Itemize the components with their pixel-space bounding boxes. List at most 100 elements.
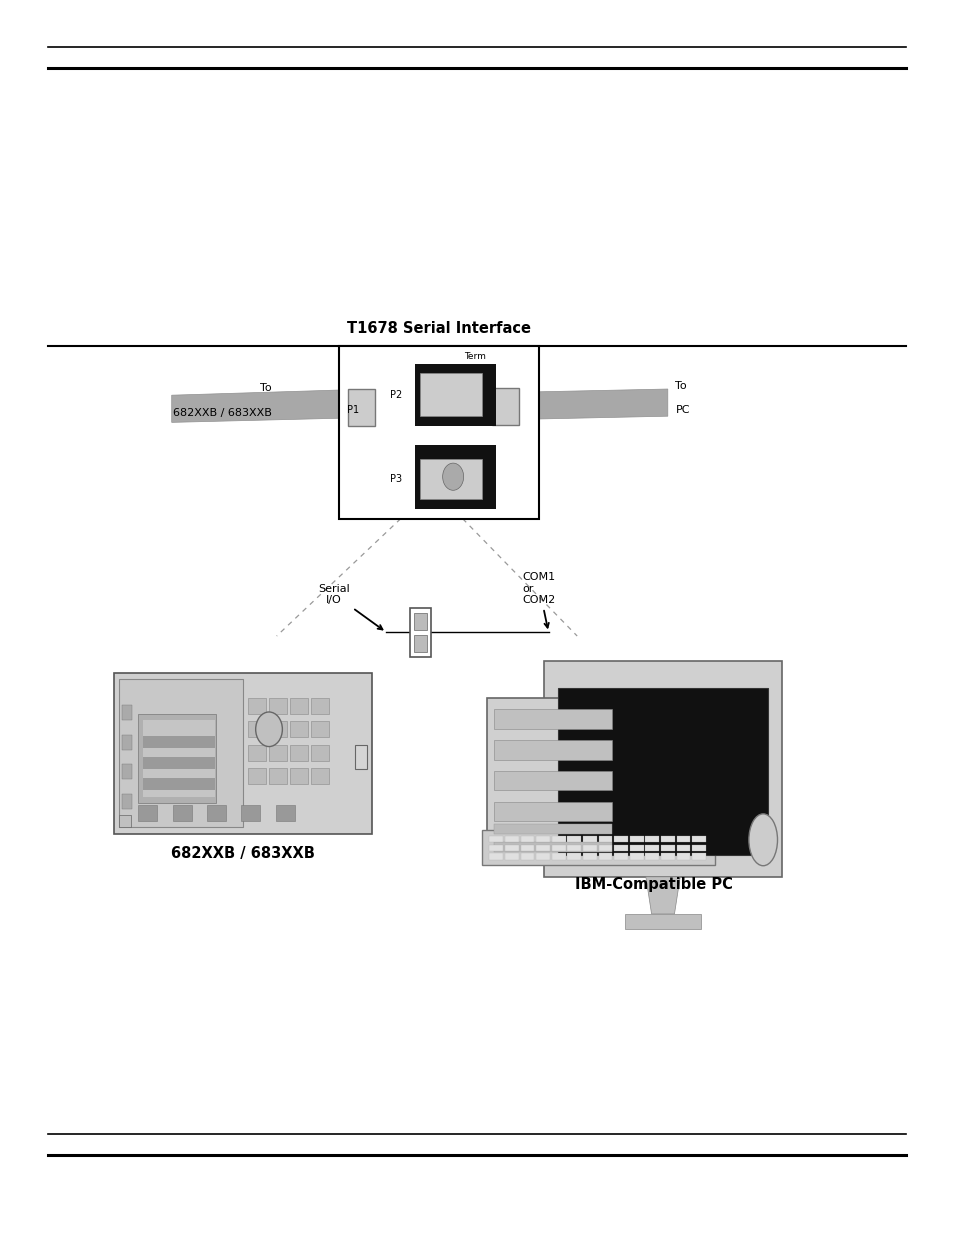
Bar: [645, 845, 659, 851]
Text: Term: Term: [464, 352, 485, 361]
Bar: [290, 698, 307, 714]
Bar: [269, 745, 286, 761]
Text: T1678 Serial Interface: T1678 Serial Interface: [347, 321, 530, 336]
Bar: [241, 805, 260, 821]
Bar: [492, 388, 518, 425]
Bar: [143, 757, 215, 769]
Bar: [494, 842, 612, 852]
Bar: [415, 445, 496, 509]
Bar: [207, 805, 226, 821]
Text: COM1
or
COM2: COM1 or COM2: [522, 572, 556, 627]
Ellipse shape: [442, 463, 463, 490]
Polygon shape: [172, 389, 372, 422]
Bar: [551, 836, 565, 842]
Bar: [536, 836, 549, 842]
Text: To: To: [260, 383, 272, 393]
Bar: [138, 714, 215, 803]
Bar: [629, 845, 643, 851]
Bar: [269, 698, 286, 714]
Bar: [419, 373, 481, 416]
Bar: [119, 679, 243, 827]
Bar: [311, 745, 328, 761]
Bar: [624, 914, 700, 929]
Bar: [489, 836, 502, 842]
Bar: [645, 836, 659, 842]
Bar: [486, 698, 619, 864]
Text: To: To: [675, 382, 686, 391]
Bar: [520, 853, 534, 860]
Bar: [660, 845, 674, 851]
Text: P2: P2: [390, 390, 401, 400]
Text: 682XXB / 683XXB: 682XXB / 683XXB: [172, 846, 314, 861]
Bar: [582, 853, 596, 860]
Bar: [676, 853, 690, 860]
Bar: [551, 853, 565, 860]
Bar: [692, 853, 705, 860]
Bar: [311, 721, 328, 737]
Bar: [248, 768, 265, 784]
Bar: [494, 709, 612, 729]
Bar: [114, 673, 372, 834]
Bar: [598, 853, 612, 860]
Bar: [614, 853, 627, 860]
Bar: [122, 764, 132, 779]
Ellipse shape: [748, 814, 777, 866]
Bar: [290, 768, 307, 784]
Bar: [494, 771, 612, 790]
Bar: [645, 853, 659, 860]
Bar: [143, 736, 215, 748]
Bar: [676, 845, 690, 851]
Bar: [415, 364, 496, 426]
Bar: [290, 745, 307, 761]
Bar: [311, 698, 328, 714]
Bar: [504, 853, 518, 860]
Bar: [598, 845, 612, 851]
Bar: [248, 721, 265, 737]
Bar: [489, 845, 502, 851]
Bar: [143, 778, 215, 790]
Text: 682XXB / 683XXB: 682XXB / 683XXB: [172, 408, 272, 417]
Bar: [536, 845, 549, 851]
Text: PC: PC: [675, 405, 689, 415]
Bar: [481, 830, 715, 864]
Bar: [692, 845, 705, 851]
Bar: [119, 815, 131, 827]
Bar: [660, 836, 674, 842]
Bar: [504, 836, 518, 842]
Bar: [311, 768, 328, 784]
Bar: [520, 845, 534, 851]
Bar: [551, 845, 565, 851]
Text: Serial
I/O: Serial I/O: [317, 584, 382, 630]
Text: P3: P3: [390, 474, 401, 484]
Polygon shape: [496, 389, 667, 420]
Bar: [338, 346, 538, 519]
Bar: [143, 720, 215, 797]
Bar: [567, 853, 580, 860]
Text: P1: P1: [347, 405, 358, 415]
Bar: [355, 745, 367, 769]
Bar: [614, 845, 627, 851]
Bar: [269, 768, 286, 784]
Bar: [172, 805, 192, 821]
Polygon shape: [645, 877, 679, 914]
Bar: [660, 853, 674, 860]
Bar: [582, 845, 596, 851]
Bar: [558, 688, 767, 855]
Bar: [494, 802, 612, 821]
Bar: [122, 705, 132, 720]
Bar: [494, 824, 612, 834]
Bar: [614, 836, 627, 842]
Bar: [629, 853, 643, 860]
Bar: [520, 836, 534, 842]
Bar: [543, 661, 781, 877]
Bar: [122, 735, 132, 750]
Bar: [494, 740, 612, 760]
Bar: [536, 853, 549, 860]
Bar: [676, 836, 690, 842]
Bar: [598, 836, 612, 842]
Text: IBM-Compatible PC: IBM-Compatible PC: [574, 877, 732, 892]
Ellipse shape: [255, 711, 282, 746]
Bar: [629, 836, 643, 842]
Bar: [410, 608, 431, 657]
Bar: [504, 845, 518, 851]
